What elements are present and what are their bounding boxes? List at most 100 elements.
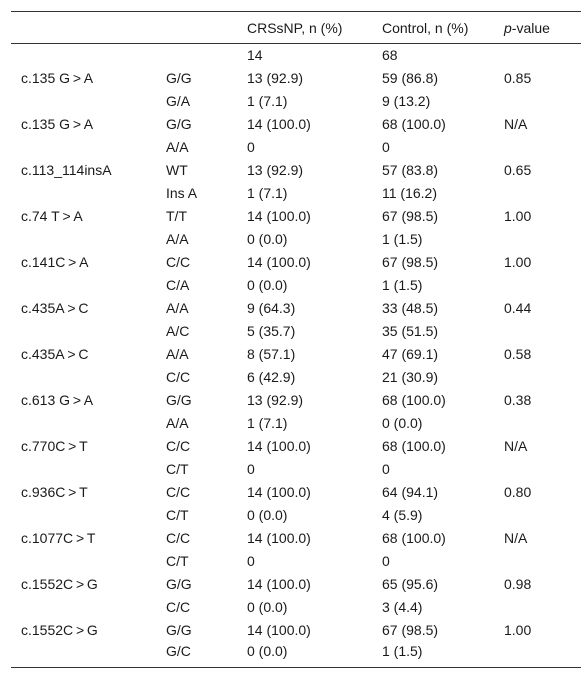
control-cell: 0	[382, 461, 390, 477]
crssnp-cell: 14 (100.0)	[247, 438, 311, 454]
control-cell: 68 (100.0)	[382, 530, 446, 546]
variant-cell	[11, 366, 166, 389]
variant-cell: c.1077C > T	[21, 530, 96, 546]
genotype-cell: WT	[166, 162, 188, 178]
header-variant	[11, 11, 166, 44]
table-row: G/A 1 (7.1) 9 (13.2)	[11, 90, 581, 113]
variant-cell: c.435A > C	[21, 300, 89, 316]
table-row: c.74 T > A T/T 14 (100.0) 67 (98.5) 1.00	[11, 205, 581, 228]
table-row: C/T 0 0	[11, 458, 581, 481]
variant-cell	[11, 136, 166, 159]
pvalue-cell: N/A	[504, 116, 528, 132]
table-row: 14 68	[11, 44, 581, 67]
table-row: A/C 5 (35.7) 35 (51.5)	[11, 320, 581, 343]
crssnp-cell: 0	[247, 461, 255, 477]
table-row: A/A 1 (7.1) 0 (0.0)	[11, 412, 581, 435]
variant-cell: c.1552C > G	[21, 622, 98, 638]
variant-cell	[11, 320, 166, 343]
header-crssnp: CRSsNP, n (%)	[247, 11, 382, 44]
crssnp-cell: 13 (92.9)	[247, 70, 304, 86]
control-cell: 3 (4.4)	[382, 599, 423, 615]
pvalue-cell	[504, 504, 581, 527]
control-cell: 68 (100.0)	[382, 438, 446, 454]
control-cell: 4 (5.9)	[382, 507, 423, 523]
table-row: Ins A 1 (7.1) 11 (16.2)	[11, 182, 581, 205]
genotype-frequency-table: CRSsNP, n (%) Control, n (%) p-value 14 6…	[11, 11, 581, 668]
genotype-cell: C/C	[166, 599, 191, 615]
genotype-cell: G/G	[166, 576, 192, 592]
crssnp-cell: 0 (0.0)	[247, 507, 288, 523]
crssnp-cell: 5 (35.7)	[247, 323, 296, 339]
control-cell: 47 (69.1)	[382, 346, 439, 362]
variant-cell: c.135 G > A	[21, 70, 94, 86]
genotype-cell: C/T	[166, 507, 189, 523]
genotype-cell: C/C	[166, 438, 191, 454]
table-row: A/A 0 0	[11, 136, 581, 159]
crssnp-cell: 13 (92.9)	[247, 392, 304, 408]
pvalue-cell: 0.65	[504, 162, 532, 178]
crssnp-cell: 0	[247, 553, 255, 569]
variant-cell: c.74 T > A	[21, 208, 83, 224]
genotype-cell: G/G	[166, 116, 192, 132]
control-cell: 64 (94.1)	[382, 484, 439, 500]
pvalue-cell	[504, 320, 581, 343]
control-cell: 11 (16.2)	[382, 185, 437, 201]
variant-cell	[11, 596, 166, 619]
control-cell: 0	[382, 553, 390, 569]
crssnp-cell: 6 (42.9)	[247, 369, 296, 385]
genotype-cell: G/G	[166, 70, 192, 86]
pvalue-cell	[504, 136, 581, 159]
pvalue-cell	[504, 550, 581, 573]
header-genotype	[166, 11, 247, 44]
table-row: G/C 0 (0.0) 1 (1.5)	[11, 641, 581, 668]
variant-cell: c.435A > C	[21, 346, 89, 362]
control-cell: 33 (48.5)	[382, 300, 439, 316]
table-row: C/C 6 (42.9) 21 (30.9)	[11, 366, 581, 389]
genotype-cell: G/A	[166, 93, 191, 109]
control-cell: 0 (0.0)	[382, 415, 423, 431]
pvalue-cell: 0.58	[504, 346, 532, 362]
control-cell: 1 (1.5)	[382, 277, 423, 293]
genotype-cell: A/A	[166, 415, 189, 431]
variant-cell: c.141C > A	[21, 254, 89, 270]
table-row: c.435A > C A/A 9 (64.3) 33 (48.5) 0.44	[11, 297, 581, 320]
crssnp-cell: 0	[247, 139, 255, 155]
variant-cell: c.936C > T	[21, 484, 88, 500]
header-pvalue: p-value	[504, 11, 581, 44]
pvalue-cell	[504, 641, 581, 668]
control-cell: 1 (1.5)	[382, 231, 423, 247]
pvalue-cell: 1.00	[504, 622, 532, 638]
genotype-cell: C/C	[166, 369, 191, 385]
table-row: c.1552C > G G/G 14 (100.0) 65 (95.6) 0.98	[11, 573, 581, 596]
table-row: c.135 G > A G/G 14 (100.0) 68 (100.0) N/A	[11, 113, 581, 136]
genotype-cell: Ins A	[166, 185, 198, 201]
table-row: c.936C > T C/C 14 (100.0) 64 (94.1) 0.80	[11, 481, 581, 504]
control-cell: 9 (13.2)	[382, 93, 431, 109]
control-cell: 68 (100.0)	[382, 392, 446, 408]
crssnp-cell: 14	[247, 47, 263, 64]
control-cell: 0	[382, 139, 390, 155]
genotype-cell: C/C	[166, 254, 191, 270]
control-cell: 67 (98.5)	[382, 208, 439, 224]
crssnp-cell: 1 (7.1)	[247, 415, 288, 431]
table-row: C/C 0 (0.0) 3 (4.4)	[11, 596, 581, 619]
crssnp-cell: 9 (64.3)	[247, 300, 296, 316]
crssnp-cell: 14 (100.0)	[247, 622, 311, 638]
table-row: A/A 0 (0.0) 1 (1.5)	[11, 228, 581, 251]
table-row: C/T 0 0	[11, 550, 581, 573]
variant-cell	[11, 550, 166, 573]
table-header: CRSsNP, n (%) Control, n (%) p-value	[11, 11, 581, 44]
crssnp-cell: 0 (0.0)	[247, 277, 288, 293]
crssnp-cell: 14 (100.0)	[247, 484, 311, 500]
variant-cell: c.770C > T	[21, 438, 88, 454]
genotype-cell: C/C	[166, 484, 191, 500]
genotype-cell: A/A	[166, 139, 189, 155]
crssnp-cell: 1 (7.1)	[247, 185, 288, 201]
table-body: 14 68 c.135 G > A G/G 13 (92.9) 59 (86.8) 0.85…	[11, 44, 581, 668]
genotype-cell: C/T	[166, 461, 189, 477]
pvalue-cell: 0.80	[504, 484, 532, 500]
pvalue-cell	[504, 182, 581, 205]
control-cell: 59 (86.8)	[382, 70, 439, 86]
crssnp-cell: 1 (7.1)	[247, 93, 288, 109]
variant-cell: c.1552C > G	[21, 576, 98, 592]
